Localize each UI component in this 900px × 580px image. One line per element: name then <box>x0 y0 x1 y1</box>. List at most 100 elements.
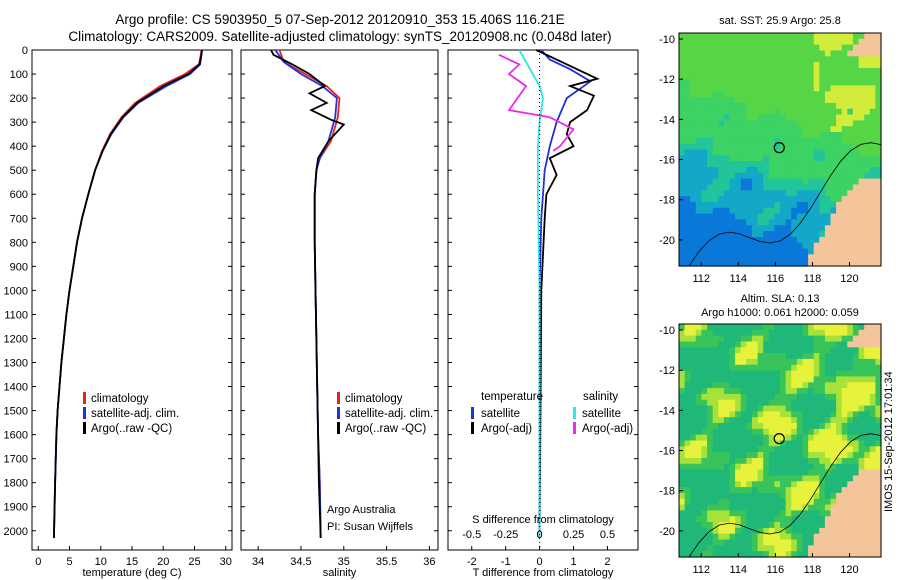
map-cell <box>813 516 820 523</box>
map-cell <box>751 207 759 215</box>
map-cell <box>808 341 815 348</box>
map-cell <box>869 260 876 267</box>
map-cell <box>751 114 759 121</box>
map-cell <box>735 341 742 348</box>
map-cell <box>768 522 775 529</box>
map-cell <box>718 341 725 348</box>
map-cell <box>796 481 803 488</box>
map-cell <box>813 161 820 168</box>
map-cell <box>679 440 686 447</box>
map-cell <box>729 178 736 185</box>
map-cell <box>679 97 686 104</box>
map-cell <box>858 178 865 185</box>
map-cell <box>757 38 764 46</box>
map-cell <box>679 79 686 86</box>
map-cell <box>679 376 686 383</box>
map-cell <box>780 522 787 529</box>
map-cell <box>813 504 820 511</box>
map-cell <box>729 79 736 86</box>
map-cell <box>791 137 798 145</box>
map-cell <box>707 167 714 174</box>
map-cell <box>774 446 781 453</box>
x-axis-label: T difference from climatology <box>473 567 614 579</box>
map-cell <box>813 405 820 412</box>
map-cell <box>757 62 764 69</box>
map-cell <box>712 551 719 558</box>
map-cell <box>723 260 731 267</box>
map-cell <box>819 405 826 412</box>
map-cell <box>718 428 725 436</box>
map-cell <box>723 411 731 418</box>
map-cell <box>690 492 697 500</box>
map-cell <box>875 143 882 151</box>
map-cell <box>864 44 871 51</box>
map-cell <box>785 149 792 156</box>
map-cell <box>679 254 686 261</box>
map-cell <box>813 97 820 104</box>
map-cell <box>869 242 876 250</box>
map-cell <box>841 364 848 372</box>
map-cell <box>780 551 787 558</box>
y-tick-label: -10 <box>659 325 675 337</box>
map-cell <box>780 405 787 412</box>
map-cell <box>780 481 787 488</box>
map-cell <box>841 172 848 180</box>
x-tick-label: 34.5 <box>290 556 311 568</box>
map-cell <box>740 504 747 511</box>
map-cell <box>701 469 708 476</box>
map-cell <box>796 358 803 366</box>
map-cell <box>824 440 832 447</box>
map-cell <box>763 405 770 412</box>
map-cell <box>852 161 860 168</box>
map-cell <box>729 475 736 482</box>
map-cell <box>746 388 753 395</box>
map-cell <box>746 248 753 255</box>
timestamp-label: IMOS 15-Sep-2012 17:01:34 <box>883 371 895 512</box>
map-cell <box>707 102 714 110</box>
map-cell <box>785 533 792 541</box>
map-cell <box>808 178 815 185</box>
y-tick-label: 1300 <box>4 358 28 370</box>
map-cell <box>701 143 708 151</box>
map-cell <box>684 38 691 46</box>
map-cell <box>824 231 832 238</box>
map-cell <box>808 219 815 226</box>
map-cell <box>707 446 714 453</box>
map-cell <box>695 440 702 447</box>
map-cell <box>847 382 854 389</box>
map-cell <box>836 68 843 75</box>
map-cell <box>791 102 798 110</box>
map-cell <box>836 533 843 541</box>
map-cell <box>847 184 854 191</box>
map-cell <box>690 108 697 116</box>
map-cell <box>869 358 876 366</box>
map-cell <box>774 382 781 389</box>
map-cell <box>679 411 686 418</box>
map-cell <box>824 452 832 459</box>
map-cell <box>690 207 697 215</box>
map-cell <box>869 347 876 354</box>
map-cell <box>751 260 759 267</box>
map-cell <box>712 108 719 116</box>
map-cell <box>695 370 702 377</box>
map-cell <box>701 393 708 401</box>
figure-title-line2: Climatology: CARS2009. Satellite-adjuste… <box>68 29 612 44</box>
map-cell <box>813 231 820 238</box>
map-cell <box>836 393 843 401</box>
map-cell <box>729 56 736 63</box>
map-cell <box>869 533 876 541</box>
map-cell <box>723 469 731 476</box>
map-cell <box>869 155 876 162</box>
map-cell <box>684 236 691 244</box>
map-cell <box>864 260 871 267</box>
map-cell <box>701 85 708 92</box>
map-cell <box>695 527 702 535</box>
map-cell <box>684 522 691 529</box>
map-cell <box>852 120 860 127</box>
map-cell <box>679 149 686 156</box>
map-cell <box>802 446 809 453</box>
map-cell <box>718 184 725 191</box>
map-cell <box>785 423 792 430</box>
map-cell <box>707 393 714 401</box>
map-cell <box>751 498 759 506</box>
